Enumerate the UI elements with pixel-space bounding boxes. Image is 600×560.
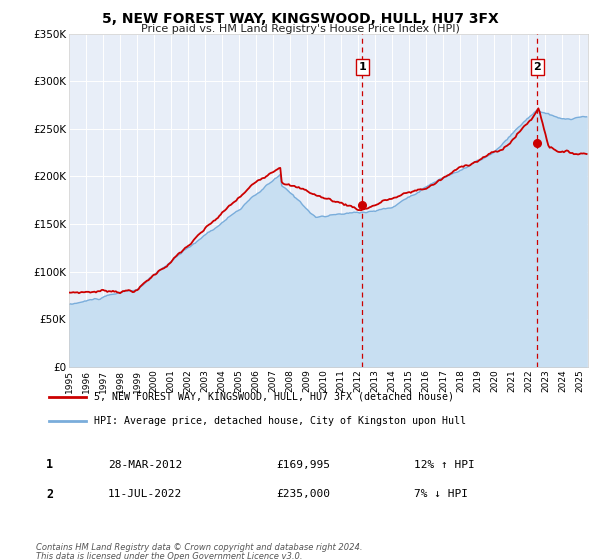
Text: 1: 1 (46, 458, 53, 472)
Text: £235,000: £235,000 (276, 489, 330, 500)
Text: 28-MAR-2012: 28-MAR-2012 (108, 460, 182, 470)
Text: 12% ↑ HPI: 12% ↑ HPI (414, 460, 475, 470)
Text: 5, NEW FOREST WAY, KINGSWOOD, HULL, HU7 3FX: 5, NEW FOREST WAY, KINGSWOOD, HULL, HU7 … (101, 12, 499, 26)
Text: Price paid vs. HM Land Registry's House Price Index (HPI): Price paid vs. HM Land Registry's House … (140, 24, 460, 34)
Text: 7% ↓ HPI: 7% ↓ HPI (414, 489, 468, 500)
Text: 5, NEW FOREST WAY, KINGSWOOD, HULL, HU7 3FX (detached house): 5, NEW FOREST WAY, KINGSWOOD, HULL, HU7 … (94, 391, 454, 402)
Text: 2: 2 (533, 62, 541, 72)
Text: 2: 2 (46, 488, 53, 501)
Text: £169,995: £169,995 (276, 460, 330, 470)
Text: This data is licensed under the Open Government Licence v3.0.: This data is licensed under the Open Gov… (36, 552, 302, 560)
Text: HPI: Average price, detached house, City of Kingston upon Hull: HPI: Average price, detached house, City… (94, 416, 466, 426)
Text: 1: 1 (358, 62, 366, 72)
Text: 11-JUL-2022: 11-JUL-2022 (108, 489, 182, 500)
Text: Contains HM Land Registry data © Crown copyright and database right 2024.: Contains HM Land Registry data © Crown c… (36, 543, 362, 552)
